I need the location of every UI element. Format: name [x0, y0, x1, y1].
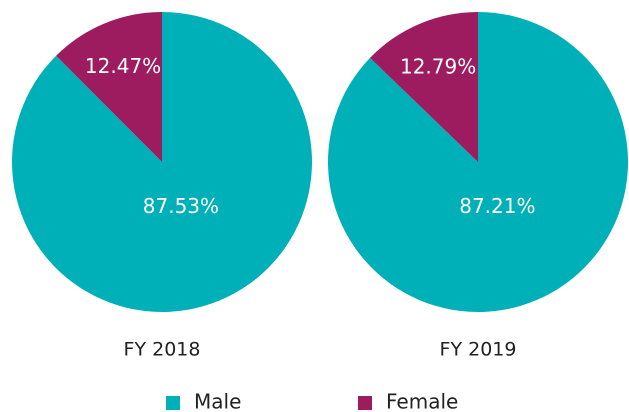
data-label: 12.47%	[85, 54, 161, 78]
chart-title: FY 2018	[124, 339, 201, 361]
pie-slice	[11, 12, 313, 312]
data-label: 12.79%	[400, 55, 476, 79]
pie-slice	[370, 12, 478, 162]
pie-slice	[56, 12, 162, 162]
data-label: 87.53%	[143, 194, 219, 218]
data-label: 87.21%	[459, 194, 535, 218]
pie-slice	[328, 12, 629, 312]
legend-swatch	[358, 396, 372, 410]
legend-swatch	[166, 396, 180, 410]
chart-title: FY 2019	[440, 339, 517, 361]
legend-label: Male	[194, 390, 241, 412]
legend-label: Female	[386, 390, 458, 412]
